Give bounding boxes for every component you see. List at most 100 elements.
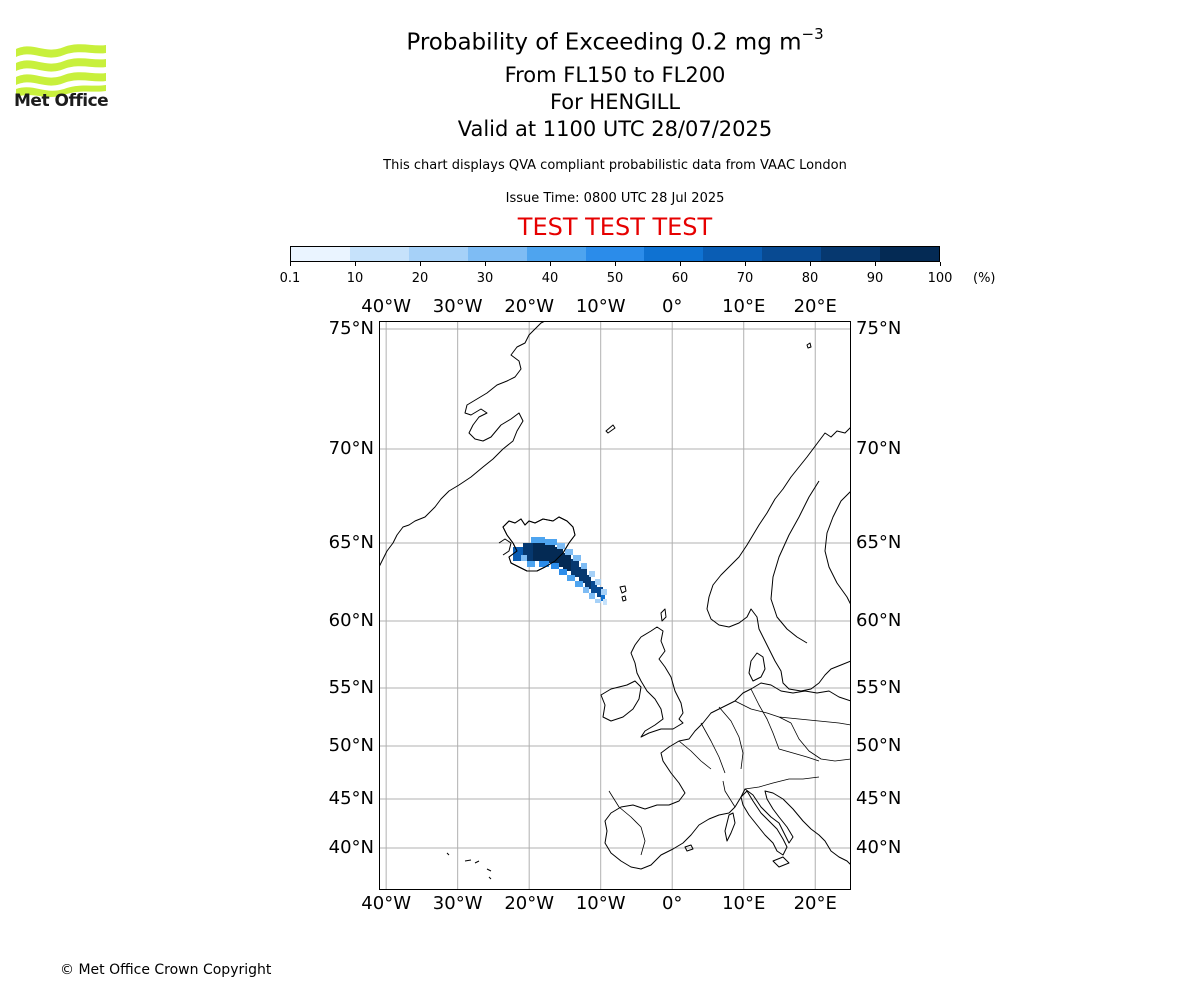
lon-label-top: 0° bbox=[661, 296, 683, 317]
italy bbox=[740, 790, 788, 856]
colorbar-tick-label: 80 bbox=[801, 271, 819, 286]
colorbar-tick-label: 60 bbox=[671, 271, 689, 286]
colorbar-tick-label: 70 bbox=[736, 271, 754, 286]
plume-cell bbox=[573, 555, 581, 561]
plume-cell bbox=[595, 599, 601, 603]
lat-label-left: 40°N bbox=[328, 837, 374, 858]
colorbar-segment bbox=[762, 247, 822, 261]
lat-label-right: 70°N bbox=[856, 438, 902, 459]
iceland-coast bbox=[502, 516, 576, 572]
lat-label-left: 70°N bbox=[328, 438, 374, 459]
gulf-of-bothnia bbox=[824, 490, 851, 606]
lon-label-bottom: 10°E bbox=[722, 893, 766, 914]
plume-cell bbox=[589, 593, 595, 599]
plume-cell bbox=[563, 553, 571, 571]
plume-cell bbox=[545, 543, 555, 563]
plume-cell bbox=[521, 555, 527, 561]
lon-label-top: 20°E bbox=[793, 296, 837, 317]
colorbar-segment bbox=[703, 247, 763, 261]
plume-cell bbox=[571, 559, 579, 577]
ash-plume bbox=[502, 516, 607, 605]
colorbar-segment bbox=[349, 247, 409, 261]
valid-time: Valid at 1100 UTC 28/07/2025 bbox=[457, 117, 773, 141]
plume-cell bbox=[523, 543, 533, 561]
chart-title: Probability of Exceeding 0.2 mg m−3 bbox=[406, 25, 824, 56]
plume-cell bbox=[601, 593, 605, 601]
lon-label-bottom: 30°W bbox=[432, 893, 483, 914]
lat-label-right: 65°N bbox=[856, 532, 902, 553]
colorbar-unit: (%) bbox=[973, 271, 996, 286]
colorbar-tick-label: 100 bbox=[927, 271, 953, 286]
plume-cell bbox=[583, 587, 589, 593]
ireland bbox=[600, 680, 642, 722]
lat-label-left: 75°N bbox=[328, 318, 374, 339]
map-frame bbox=[379, 321, 851, 890]
plume-cell bbox=[531, 537, 545, 543]
plume-cell bbox=[513, 547, 523, 561]
iceland-west-fjords bbox=[498, 538, 512, 556]
colorbar-tick bbox=[810, 262, 811, 266]
colorbar-segment bbox=[467, 247, 527, 261]
lat-label-right: 40°N bbox=[856, 837, 902, 858]
colorbar-segment bbox=[880, 247, 939, 261]
colorbar-tick-label: 20 bbox=[411, 271, 429, 286]
plume-cell bbox=[603, 599, 607, 605]
colorbar-tick-label: 40 bbox=[541, 271, 559, 286]
coastlines bbox=[379, 321, 851, 880]
plume-cell bbox=[551, 563, 559, 569]
plume-cell bbox=[595, 579, 601, 585]
colorbar-segment bbox=[585, 247, 645, 261]
lon-label-top: 10°W bbox=[575, 296, 626, 317]
lat-label-left: 45°N bbox=[328, 788, 374, 809]
colorbar-tick bbox=[875, 262, 876, 266]
plume-cell bbox=[527, 561, 535, 567]
issue-time: Issue Time: 0800 UTC 28 Jul 2025 bbox=[505, 191, 725, 206]
lon-label-bottom: 40°W bbox=[361, 893, 411, 914]
map-panel bbox=[379, 321, 851, 890]
denmark bbox=[748, 652, 766, 682]
map-gridlines bbox=[379, 321, 851, 890]
lon-label-top: 20°W bbox=[504, 296, 555, 317]
colorbar-segment bbox=[291, 247, 350, 261]
colorbar-tick bbox=[290, 262, 291, 266]
colorbar-tick bbox=[745, 262, 746, 266]
continental-europe-coast bbox=[604, 682, 851, 870]
colorbar-segment bbox=[408, 247, 468, 261]
azores bbox=[446, 852, 492, 880]
lat-label-right: 75°N bbox=[856, 318, 902, 339]
copyright-notice: © Met Office Crown Copyright bbox=[60, 962, 272, 978]
lon-label-bottom: 10°W bbox=[575, 893, 626, 914]
plume-cell bbox=[567, 575, 575, 581]
plume-cell bbox=[545, 539, 557, 545]
plume-cell bbox=[585, 575, 591, 589]
great-britain bbox=[630, 626, 684, 738]
probability-colorbar bbox=[290, 246, 940, 262]
balearic-islands bbox=[684, 844, 694, 852]
lat-label-right: 50°N bbox=[856, 735, 902, 756]
colorbar-tick bbox=[420, 262, 421, 266]
colorbar-tick bbox=[485, 262, 486, 266]
colorbar-tick bbox=[940, 262, 941, 266]
plume-cell bbox=[533, 541, 545, 561]
plume-cell bbox=[565, 549, 573, 555]
lon-label-top: 30°W bbox=[432, 296, 483, 317]
colorbar-tick bbox=[680, 262, 681, 266]
colorbar-tick-label: 10 bbox=[346, 271, 364, 286]
sweden-east bbox=[770, 480, 820, 644]
lon-label-top: 40°W bbox=[361, 296, 411, 317]
colorbar-tick bbox=[550, 262, 551, 266]
met-office-wave-icon bbox=[16, 44, 106, 97]
volcano-name: For HENGILL bbox=[549, 90, 681, 114]
colorbar-tick bbox=[615, 262, 616, 266]
lon-label-bottom: 0° bbox=[661, 893, 683, 914]
colorbar-tick bbox=[355, 262, 356, 266]
lat-label-left: 65°N bbox=[328, 532, 374, 553]
colorbar-segment bbox=[644, 247, 704, 261]
plume-cell bbox=[557, 543, 565, 549]
lon-label-top: 10°E bbox=[722, 296, 766, 317]
colorbar-tick-label: 0.1 bbox=[279, 271, 301, 286]
plume-cell bbox=[581, 563, 587, 569]
plume-cell bbox=[597, 587, 603, 597]
shetland bbox=[660, 608, 667, 622]
colorbar-tick-label: 90 bbox=[866, 271, 884, 286]
